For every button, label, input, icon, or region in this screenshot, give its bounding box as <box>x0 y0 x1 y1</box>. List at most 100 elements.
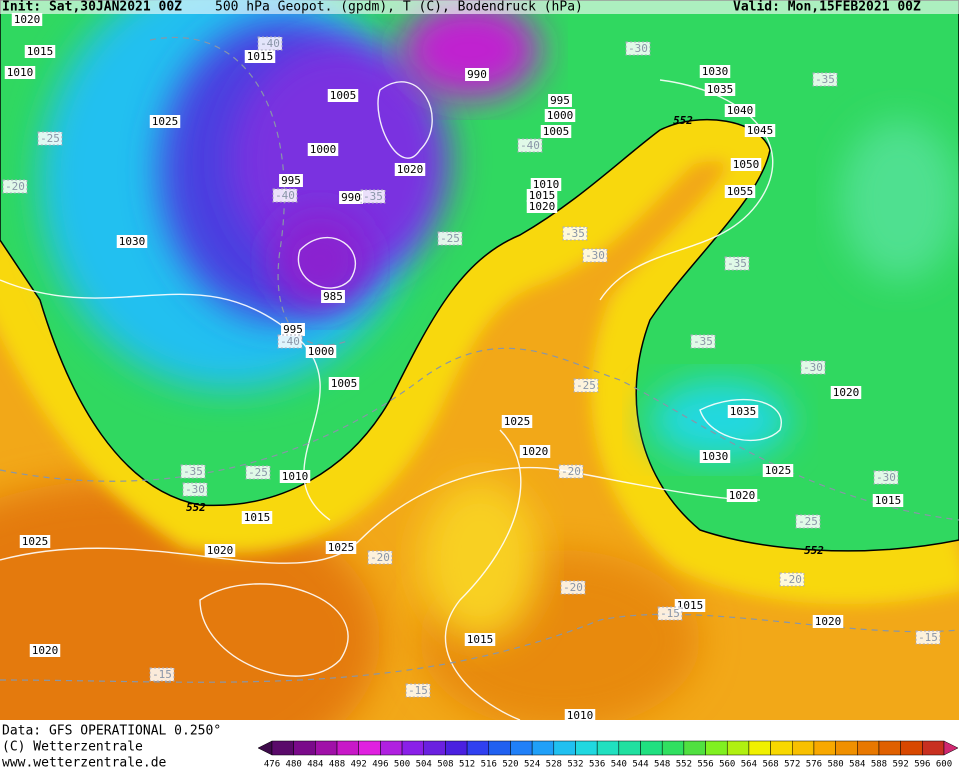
header-band <box>0 0 959 14</box>
colorbar-label: 568 <box>762 760 778 770</box>
isobar-label: 1020 <box>32 644 59 657</box>
isobar-label-box <box>540 125 572 138</box>
isobar-label-box <box>530 178 562 191</box>
temperature-label-box <box>915 630 941 645</box>
colorbar-swatch <box>792 740 815 756</box>
colorbar-swatch <box>358 740 381 756</box>
temperature-label-box <box>800 360 826 375</box>
temperature-label: -40 <box>275 189 295 202</box>
temperature-label: -20 <box>5 180 25 193</box>
colorbar-label: 536 <box>589 760 605 770</box>
isobar-label-box <box>762 464 794 477</box>
temperature-label-box <box>558 464 584 479</box>
isobar-label-box <box>544 109 576 122</box>
colorbar-swatch <box>531 740 555 756</box>
isobar-label-box <box>11 13 43 26</box>
temperature-label: -30 <box>876 471 896 484</box>
colorbar-label: 552 <box>676 760 692 770</box>
isobar-label-box <box>699 450 731 463</box>
isobar-label-box <box>704 83 736 96</box>
colorbar-swatch <box>380 740 403 756</box>
isobar-label: 1010 <box>567 709 594 722</box>
isobar-label-box <box>244 50 276 63</box>
isobar-label-box <box>724 104 756 117</box>
isobar-label: 1020 <box>729 489 756 502</box>
isobar-label-box <box>872 494 904 507</box>
isobar-label-box <box>699 65 731 78</box>
colorbar-label: 480 <box>286 760 302 770</box>
temperature-label-box <box>795 514 821 529</box>
isobar-label: 1015 <box>529 189 556 202</box>
temperature-label: -15 <box>408 684 428 697</box>
temperature-label: -30 <box>803 361 823 374</box>
colorbar-swatch <box>553 740 576 756</box>
colorbar-label: 540 <box>611 760 627 770</box>
isobar-label: 1050 <box>733 158 760 171</box>
isobar-label: 1030 <box>702 65 729 78</box>
isobar-label: 1045 <box>747 124 774 137</box>
isobar-label: 1020 <box>14 13 41 26</box>
temperature-label-box <box>245 465 271 480</box>
isobar-label: 990 <box>341 191 361 204</box>
temperature-label-box <box>149 667 175 682</box>
colorbar-swatch <box>336 740 359 756</box>
isobar-label: 995 <box>283 323 303 336</box>
temperature-label: -25 <box>248 466 268 479</box>
map-title: 500 hPa Geopot. (gpdm), T (C), Bodendruc… <box>215 0 583 15</box>
colorbar-swatch <box>661 740 685 756</box>
isobar-label: 1000 <box>308 345 335 358</box>
colorbar-swatch <box>748 740 771 756</box>
colorbar-label: 556 <box>697 760 713 770</box>
temperature-label: -25 <box>440 232 460 245</box>
isobar-label: 1005 <box>330 89 357 102</box>
colorbar-label: 476 <box>264 760 280 770</box>
isobar-label: 995 <box>281 174 301 187</box>
isobar-label-box <box>149 115 181 128</box>
isobar-label-box <box>724 185 756 198</box>
colorbar-swatch <box>900 740 923 756</box>
temperature-label-box <box>277 334 303 349</box>
isobar-label: 985 <box>323 290 343 303</box>
temperature-label: -20 <box>561 465 581 478</box>
temperature-label-box <box>779 572 805 587</box>
isobar-label: 1020 <box>207 544 234 557</box>
colorbar-label: 560 <box>719 760 735 770</box>
temperature-label-box <box>437 231 463 246</box>
temperature-label-box <box>625 41 651 56</box>
temperature-label: -20 <box>563 581 583 594</box>
isobar-label-box <box>730 158 762 171</box>
isobar-label: 1025 <box>152 115 179 128</box>
isobar-label: 1030 <box>702 450 729 463</box>
height-contour-label: 552 <box>186 501 206 514</box>
temperature-label-box <box>2 179 28 194</box>
temperature-label: -25 <box>576 379 596 392</box>
isobar-label: 1005 <box>543 125 570 138</box>
temperature-label-box <box>182 482 208 497</box>
temperature-label-box <box>257 36 283 51</box>
temperature-label: -25 <box>798 515 818 528</box>
temperature-label: -40 <box>280 335 300 348</box>
isobar-label-box <box>526 200 558 213</box>
colorbar-swatch <box>488 740 511 756</box>
isobar-label-box <box>501 415 533 428</box>
isobar-label: 1010 <box>533 178 560 191</box>
isobar-label: 1015 <box>27 45 54 58</box>
colorbar-label: 524 <box>524 760 540 770</box>
temperature-label-box <box>562 226 588 241</box>
temperature-label-box <box>873 470 899 485</box>
colorbar-label: 516 <box>481 760 497 770</box>
temperature-label: -15 <box>660 607 680 620</box>
temperature-label-box <box>180 464 206 479</box>
height-contour-label: 552 <box>804 544 824 557</box>
temperature-label: -15 <box>152 668 172 681</box>
isobar-label-box <box>279 174 303 187</box>
colorbar-label: 528 <box>546 760 562 770</box>
colorbar-swatch <box>857 740 880 756</box>
isobar-label-box <box>279 470 311 483</box>
isobar-label-box <box>727 405 759 418</box>
temperature-label-box <box>517 138 543 153</box>
colorbar-swatch <box>618 740 641 756</box>
isobar-label-box <box>325 541 357 554</box>
temperature-label: -35 <box>815 73 835 86</box>
